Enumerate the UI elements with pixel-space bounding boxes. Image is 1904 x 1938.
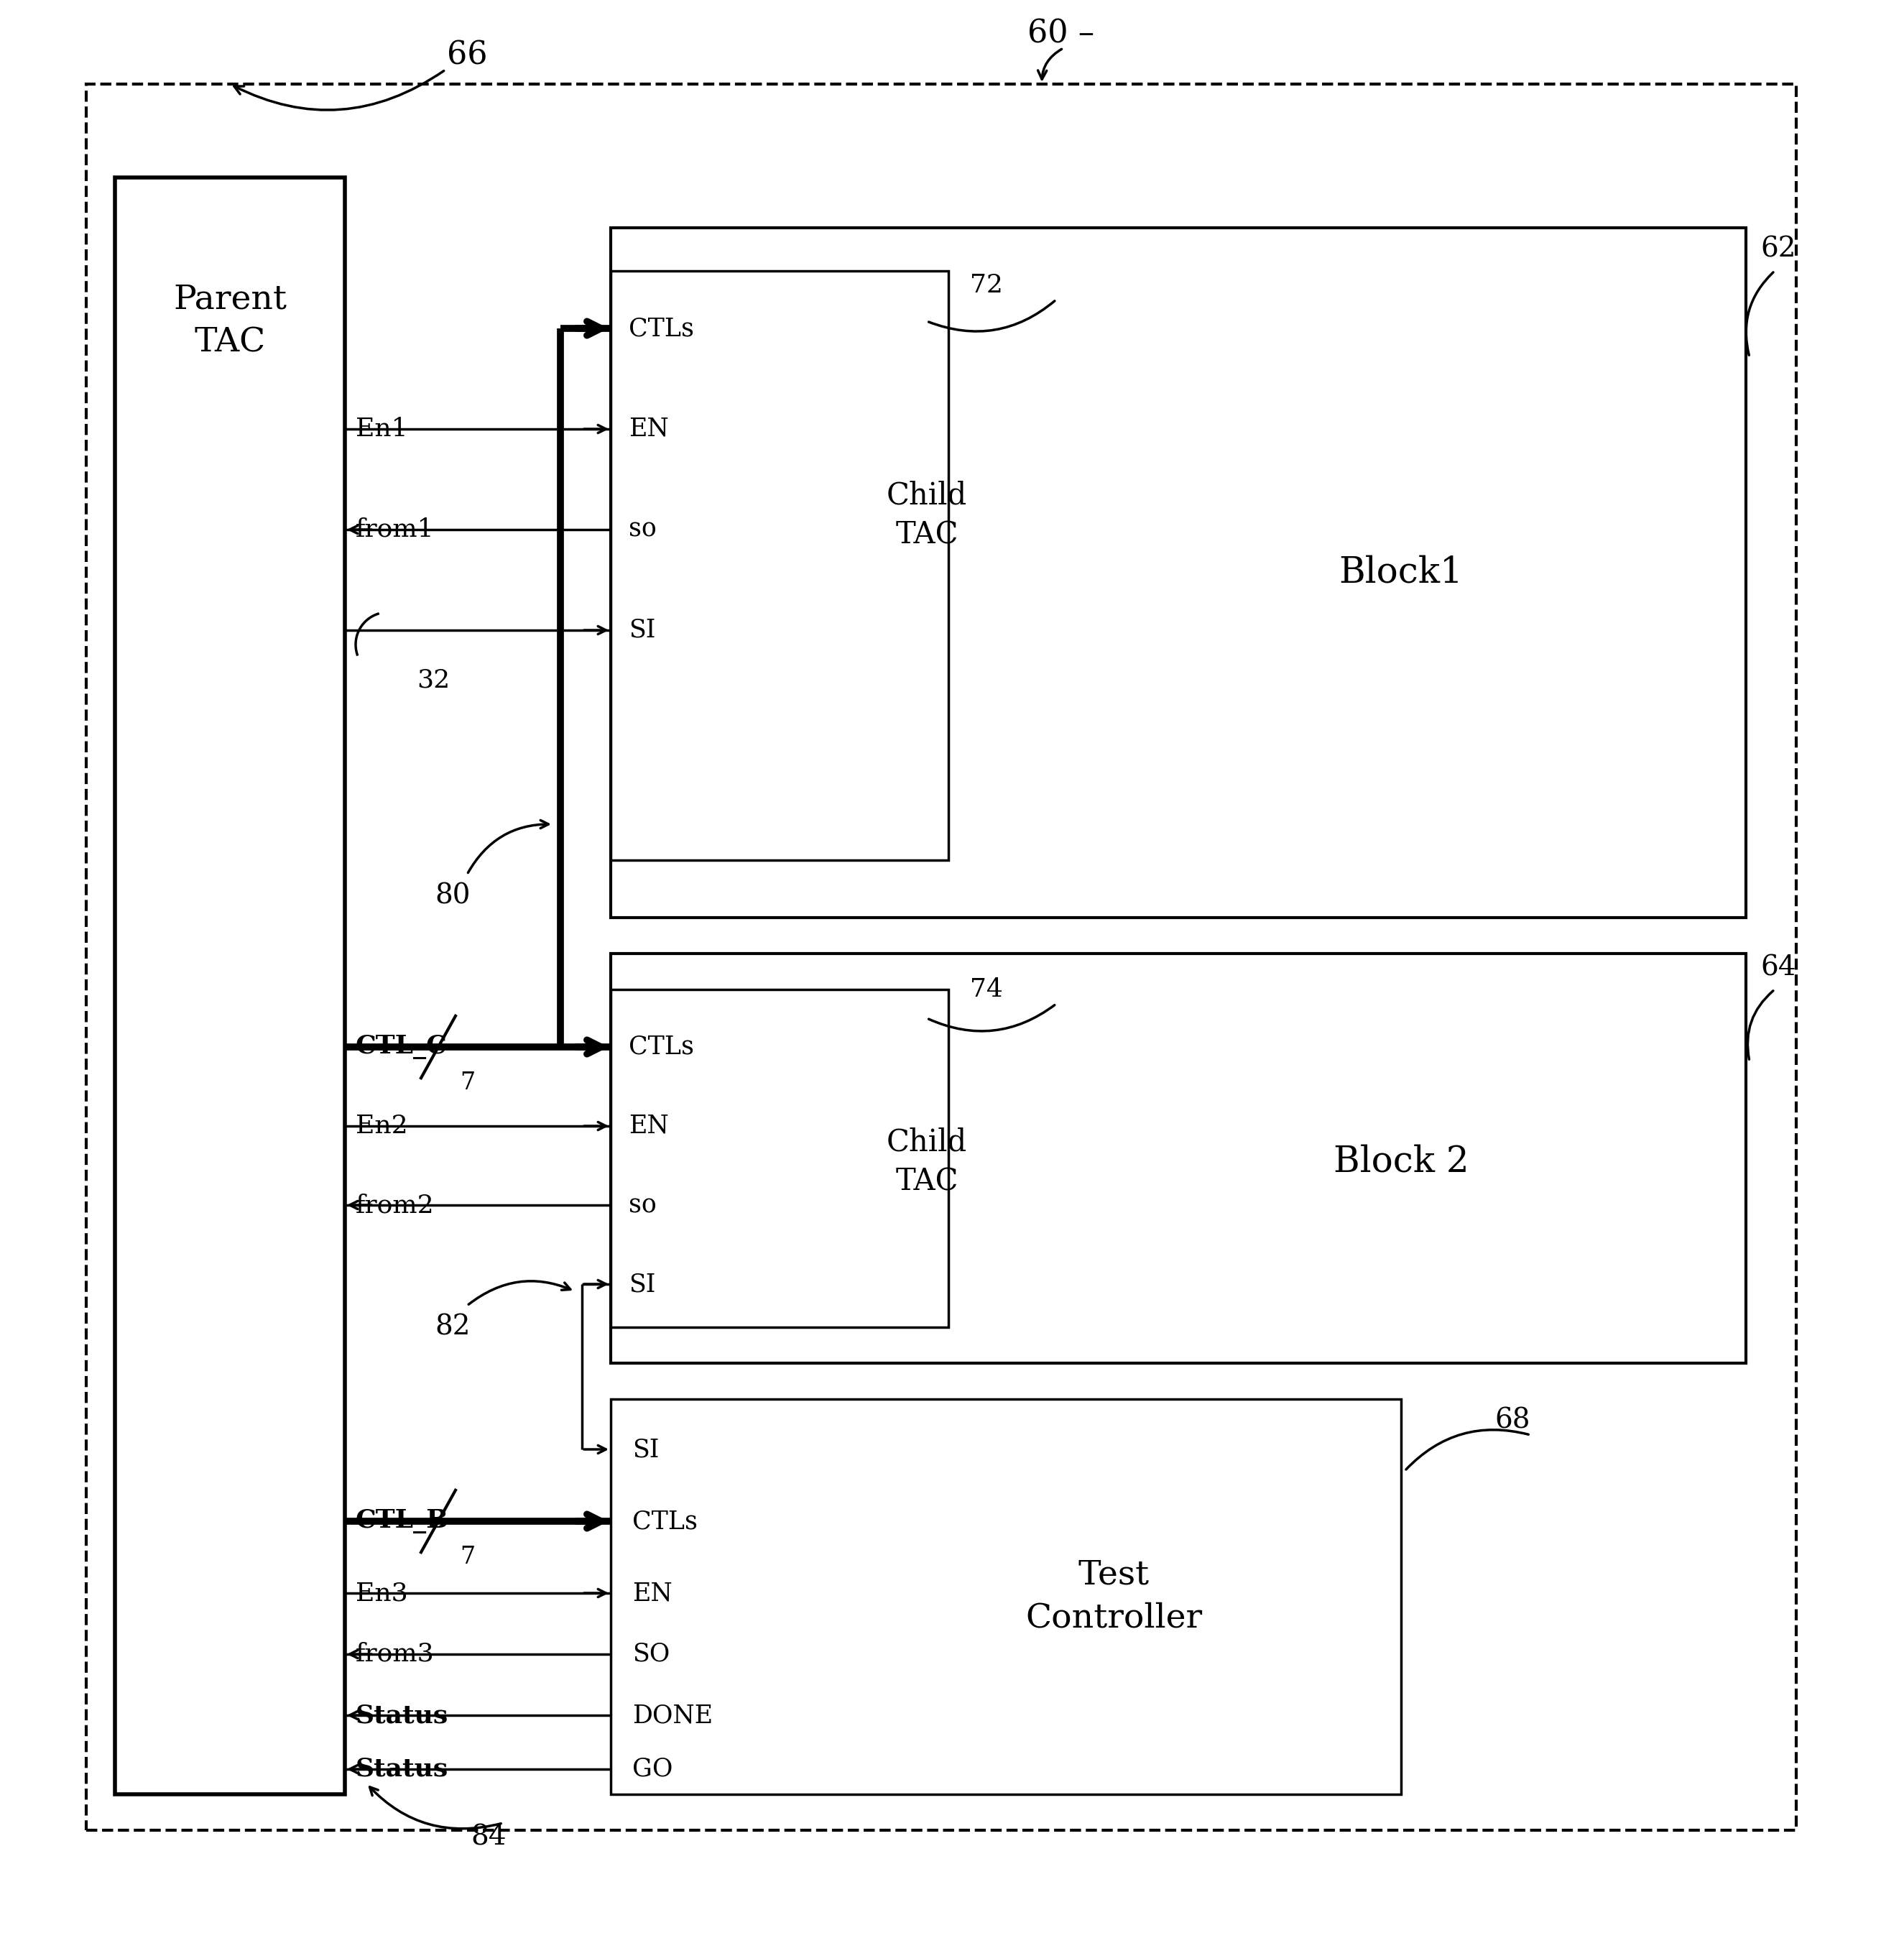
- Bar: [86, 83, 1795, 1829]
- Text: 74: 74: [969, 977, 1003, 1002]
- Text: 32: 32: [417, 669, 449, 692]
- Text: Status: Status: [356, 1704, 449, 1727]
- Text: SI: SI: [628, 1271, 655, 1297]
- Text: so: so: [628, 517, 657, 543]
- Text: En2: En2: [356, 1114, 407, 1138]
- Text: 62: 62: [1761, 236, 1795, 264]
- Text: SO: SO: [632, 1641, 670, 1667]
- Text: Block1: Block1: [1339, 554, 1462, 591]
- Text: GO: GO: [632, 1758, 672, 1781]
- Bar: [611, 990, 948, 1328]
- Text: SI: SI: [632, 1438, 659, 1461]
- Bar: [114, 178, 345, 1795]
- Text: CTLs: CTLs: [632, 1510, 697, 1533]
- Text: DONE: DONE: [632, 1704, 712, 1727]
- Text: SI: SI: [628, 618, 655, 641]
- Bar: [611, 953, 1746, 1362]
- Text: 60 –: 60 –: [1028, 17, 1095, 48]
- Bar: [611, 229, 1746, 917]
- Text: 72: 72: [969, 273, 1003, 298]
- Text: EN: EN: [632, 1581, 672, 1605]
- Text: 80: 80: [434, 884, 470, 909]
- Text: CTLs: CTLs: [628, 316, 693, 341]
- Text: Parent
TAC: Parent TAC: [173, 283, 288, 359]
- Bar: [611, 271, 948, 860]
- Text: from2: from2: [356, 1192, 434, 1217]
- Text: so: so: [628, 1192, 657, 1217]
- Text: 64: 64: [1761, 955, 1795, 981]
- Bar: [611, 1399, 1401, 1795]
- Text: Child
TAC: Child TAC: [887, 481, 967, 550]
- Text: 7: 7: [461, 1547, 474, 1568]
- Text: En3: En3: [356, 1581, 407, 1605]
- Text: EN: EN: [628, 1114, 668, 1138]
- Text: CTL_B: CTL_B: [356, 1510, 449, 1533]
- Text: 84: 84: [470, 1824, 506, 1851]
- Text: from1: from1: [356, 517, 434, 543]
- Text: CTLs: CTLs: [628, 1035, 693, 1060]
- Text: 7: 7: [461, 1072, 474, 1095]
- Text: Test
Controller: Test Controller: [1024, 1558, 1201, 1634]
- Text: 66: 66: [447, 41, 487, 72]
- Text: Block 2: Block 2: [1333, 1143, 1468, 1180]
- Text: 68: 68: [1495, 1407, 1531, 1434]
- Text: Child
TAC: Child TAC: [887, 1128, 967, 1198]
- Text: Status: Status: [356, 1758, 449, 1781]
- Text: 82: 82: [434, 1314, 470, 1341]
- Text: from3: from3: [356, 1641, 434, 1667]
- Text: En1: En1: [356, 417, 407, 442]
- Text: CTL_C: CTL_C: [356, 1035, 447, 1060]
- Text: EN: EN: [628, 417, 668, 442]
